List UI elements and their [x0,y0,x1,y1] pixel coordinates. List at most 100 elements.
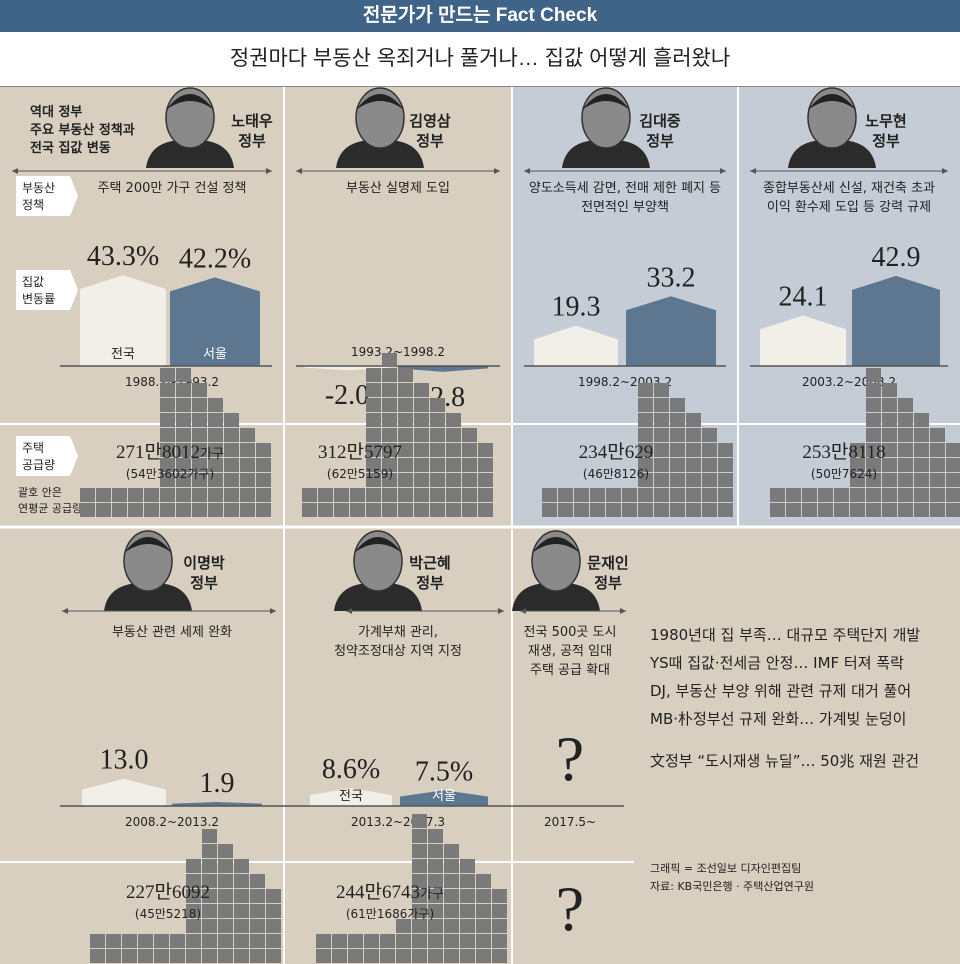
supply-block [654,398,669,412]
supply-block [176,428,191,442]
supply-block [638,413,653,427]
supply-block [332,934,347,948]
bar-seoul-2 [626,296,716,366]
supply-block [412,949,427,963]
supply-block [476,874,491,888]
supply-block [670,398,685,412]
supply-block [234,949,249,963]
supply-block [366,383,381,397]
supply-block [946,503,960,517]
supply-block [170,949,185,963]
supply-block [850,473,865,487]
bar-seoul-3 [852,275,940,366]
supply-block [802,503,817,517]
supply-block [234,934,249,948]
portrait-hair [582,94,630,110]
supply-block [882,473,897,487]
supply-block [444,904,459,918]
bar-seoul-5 [400,790,488,806]
government-name-5: 박근혜 [409,554,450,572]
bar-value-label: 42.9 [872,242,921,273]
supply-block [202,904,217,918]
supply-block [946,443,960,457]
government-suffix-2: 정부 [646,132,674,150]
government-name-1: 김영삼 [409,112,451,130]
supply-block [382,383,397,397]
supply-block [898,458,913,472]
supply-chart-4 [90,829,281,963]
supply-block [398,443,413,457]
supply-block [412,889,427,903]
supply-block [654,458,669,472]
government-name-6: 문재인 [587,554,628,572]
supply-block [670,428,685,442]
supply-block [414,503,429,517]
supply-value-2: 234만629 [579,441,653,463]
supply-block [366,443,381,457]
bar-caption-nation: 전국 [339,789,363,804]
supply-block [914,503,929,517]
supply-block [914,413,929,427]
supply-block [850,503,865,517]
supply-block [240,488,255,502]
portrait-hair [166,94,214,110]
banner: 전문가가 만드는 Fact Check [0,0,960,32]
supply-block [654,383,669,397]
portrait-hair [354,537,402,553]
supply-block [446,413,461,427]
supply-block [444,949,459,963]
intro-text: 주요 부동산 정책과 [30,122,135,138]
supply-block [96,503,111,517]
supply-block [234,859,249,873]
supply-block [558,488,573,502]
supply-block [670,488,685,502]
supply-block [234,919,249,933]
supply-block [106,949,121,963]
supply-block [224,443,239,457]
supply-block [382,413,397,427]
supply-block [218,934,233,948]
bar-value-label: -2.0 [325,380,369,411]
supply-block [192,488,207,502]
supply-block [460,889,475,903]
supply-block [898,473,913,487]
supply-block [638,398,653,412]
unknown-price-mark: ? [556,723,584,794]
bar-nation-0 [80,275,166,366]
supply-block [176,368,191,382]
bar-nation-1 [304,366,390,371]
supply-block [462,488,477,502]
supply-block [670,443,685,457]
portrait-1 [336,87,424,168]
supply-block [462,503,477,517]
portrait-shoulders [146,139,234,168]
arrow-head-left [524,168,530,174]
supply-block [428,829,443,843]
supply-block [802,488,817,502]
bar-value-label: 33.2 [647,262,696,293]
bar-shape [172,802,262,806]
bar-nation-3 [760,315,846,366]
supply-block [446,443,461,457]
supply-block [430,473,445,487]
supply-block [850,488,865,502]
supply-block [250,934,265,948]
supply-block [866,458,881,472]
arrow-head-left [12,168,18,174]
policy-text-4: 부동산 관련 세제 완화 [112,625,232,640]
supply-block [654,488,669,502]
supply-block [302,488,317,502]
policy-legend-tab [16,176,78,216]
arrow-head-right [494,168,500,174]
bar-value-label: 7.5% [415,756,473,787]
bar-value-label: 19.3 [552,291,601,322]
unknown-supply-mark: ? [556,873,584,944]
supply-block [160,383,175,397]
supply-block [590,488,605,502]
supply-block [412,814,427,828]
supply-block [866,443,881,457]
supply-block [444,919,459,933]
bar-value-label: 42.2% [179,243,251,274]
summary-line: MB·朴정부선 규제 완화… 가계빚 눈덩이 [650,710,906,728]
supply-block [192,398,207,412]
